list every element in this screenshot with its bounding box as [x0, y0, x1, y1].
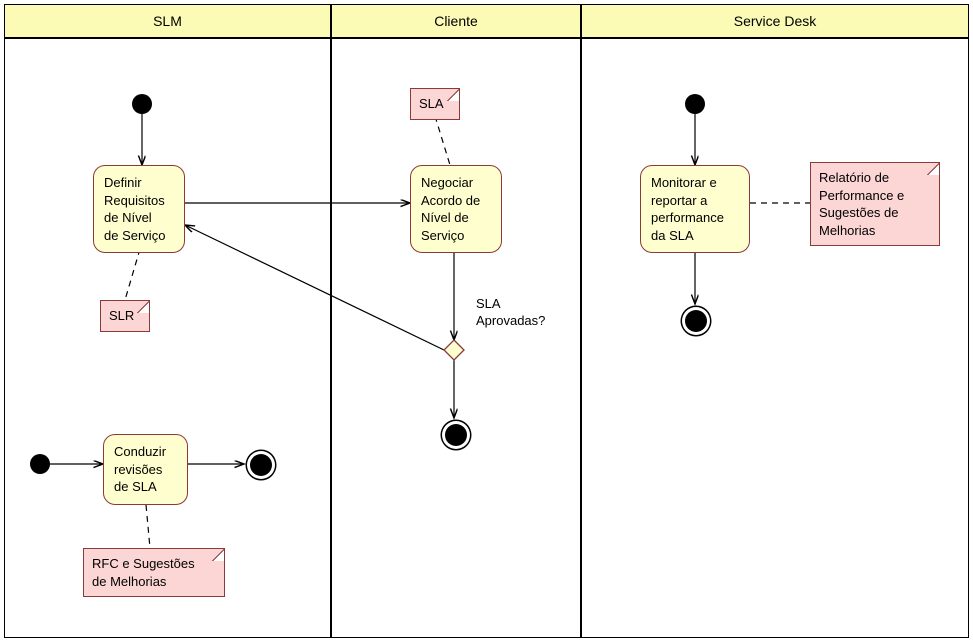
activity-negociar-acordo: NegociarAcordo deNível deServiço — [410, 165, 502, 253]
initial-node-slm — [132, 94, 152, 114]
note-label: SLR — [109, 308, 134, 323]
activity-label: Monitorar ereportar aperformanceda SLA — [651, 175, 724, 243]
activity-label: DefinirRequisitosde Nívelde Serviço — [104, 175, 165, 243]
initial-node-servicedesk — [685, 94, 705, 114]
note-relatorio: Relatório dePerformance eSugestões deMel… — [810, 162, 940, 246]
note-sla: SLA — [410, 88, 460, 120]
activity-label: Conduzirrevisõesde SLA — [114, 444, 166, 494]
activity-label: NegociarAcordo deNível deServiço — [421, 175, 480, 243]
activity-conduzir-revisoes: Conduzirrevisõesde SLA — [103, 434, 188, 505]
note-label: Relatório dePerformance eSugestões deMel… — [819, 170, 904, 238]
decision-node — [444, 340, 464, 360]
note-label: SLA — [419, 96, 444, 111]
activity-diagram: SLM Cliente Service Desk DefinirRequisit… — [0, 0, 973, 642]
decision-label: SLAAprovadas? — [476, 296, 545, 330]
note-label: RFC e Sugestõesde Melhorias — [92, 556, 195, 589]
note-slr: SLR — [100, 300, 150, 332]
final-node-servicedesk — [685, 310, 707, 332]
final-node-review — [250, 454, 272, 476]
final-node-cliente — [445, 424, 467, 446]
initial-node-review — [30, 454, 50, 474]
activity-monitorar: Monitorar ereportar aperformanceda SLA — [640, 165, 750, 253]
note-rfc: RFC e Sugestõesde Melhorias — [83, 548, 225, 597]
activity-definir-requisitos: DefinirRequisitosde Nívelde Serviço — [93, 165, 185, 253]
